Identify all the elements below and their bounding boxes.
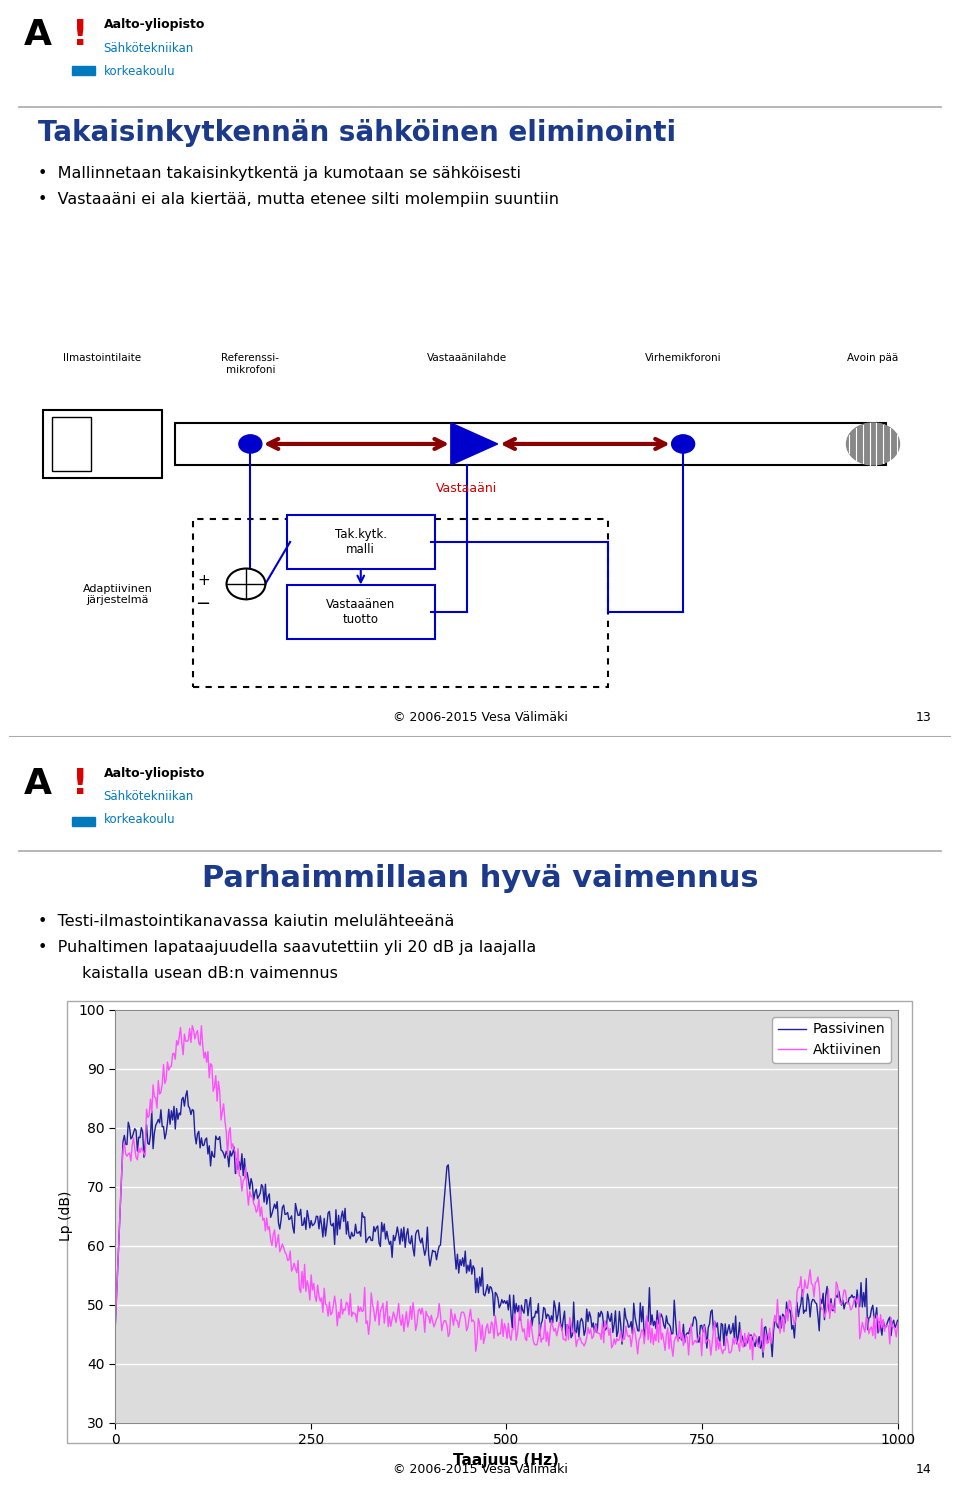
Circle shape <box>239 435 262 453</box>
Passivinen <box>892 1312 903 1330</box>
Aktiivinen <box>747 1351 758 1368</box>
Text: •  Testi-ilmastointikanavassa kaiutin melulähteeänä: • Testi-ilmastointikanavassa kaiutin mel… <box>38 914 455 929</box>
Text: 13: 13 <box>916 710 931 724</box>
Text: Sähkötekniikan: Sähkötekniikan <box>104 42 194 55</box>
Text: •  Vastaaäni ei ala kiertää, mutta etenee silti molempiin suuntiin: • Vastaaäni ei ala kiertää, mutta etenee… <box>38 192 560 207</box>
Bar <box>52 417 91 471</box>
Aktiivinen <box>186 1017 198 1035</box>
Legend: Passivinen, Aktiivinen: Passivinen, Aktiivinen <box>772 1017 891 1063</box>
X-axis label: Taajuus (Hz): Taajuus (Hz) <box>453 1453 560 1468</box>
FancyBboxPatch shape <box>287 515 435 569</box>
Line: Aktiivinen: Aktiivinen <box>115 1026 898 1359</box>
Text: •  Puhaltimen lapataajuudella saavutettiin yli 20 dB ja laajalla: • Puhaltimen lapataajuudella saavutettii… <box>38 940 537 954</box>
Text: A: A <box>24 767 52 801</box>
Text: Vastaaäni: Vastaaäni <box>436 482 497 496</box>
Text: Takaisinkytkennän sähköinen eliminointi: Takaisinkytkennän sähköinen eliminointi <box>38 119 677 147</box>
Aktiivinen <box>700 1334 711 1352</box>
Passivinen <box>634 1322 645 1340</box>
Text: © 2006-2015 Vesa Välimäki: © 2006-2015 Vesa Välimäki <box>393 1462 567 1476</box>
Aktiivinen <box>634 1331 645 1349</box>
FancyBboxPatch shape <box>67 1001 912 1443</box>
Text: •  Mallinnetaan takaisinkytkentä ja kumotaan se sähköisesti: • Mallinnetaan takaisinkytkentä ja kumot… <box>38 165 521 180</box>
Bar <box>72 817 95 825</box>
Text: Sähkötekniikan: Sähkötekniikan <box>104 791 194 803</box>
Aktiivinen <box>109 1319 121 1337</box>
Text: Vastaaänilahde: Vastaaänilahde <box>426 353 507 363</box>
Text: Virhemikforoni: Virhemikforoni <box>645 353 722 363</box>
Text: © 2006-2015 Vesa Välimäki: © 2006-2015 Vesa Välimäki <box>393 710 567 724</box>
Y-axis label: Lp (dB): Lp (dB) <box>59 1191 73 1242</box>
Circle shape <box>672 435 695 453</box>
Text: Aalto-yliopisto: Aalto-yliopisto <box>104 18 205 31</box>
Passivinen <box>572 1312 584 1330</box>
Passivinen <box>181 1083 193 1100</box>
Passivinen <box>465 1251 476 1269</box>
Text: kaistalla usean dB:n vaimennus: kaistalla usean dB:n vaimennus <box>82 966 338 981</box>
Polygon shape <box>451 423 497 465</box>
Passivinen <box>250 1184 261 1202</box>
Bar <box>176 423 886 465</box>
Text: +: + <box>198 573 210 588</box>
FancyBboxPatch shape <box>193 518 608 686</box>
Text: Tak.kytk.
malli: Tak.kytk. malli <box>335 529 387 555</box>
FancyBboxPatch shape <box>287 585 435 639</box>
Bar <box>72 67 95 74</box>
Aktiivinen <box>572 1331 584 1349</box>
Text: Ilmastointilaite: Ilmastointilaite <box>63 353 141 363</box>
Aktiivinen <box>465 1300 476 1318</box>
Aktiivinen <box>312 1276 324 1294</box>
Passivinen <box>109 1319 121 1337</box>
Text: −: − <box>196 594 210 612</box>
Aktiivinen <box>892 1315 903 1333</box>
Passivinen <box>757 1349 769 1367</box>
Line: Passivinen: Passivinen <box>115 1091 898 1358</box>
Text: !: ! <box>72 767 88 801</box>
Text: Adaptiivinen
järjestelmä: Adaptiivinen järjestelmä <box>83 584 153 605</box>
Passivinen <box>312 1208 324 1225</box>
Aktiivinen <box>250 1197 261 1215</box>
Text: 14: 14 <box>916 1462 931 1476</box>
Text: Avoin pää: Avoin pää <box>848 353 899 363</box>
Text: Referenssi-
mikrofoni: Referenssi- mikrofoni <box>222 353 279 375</box>
Text: korkeakoulu: korkeakoulu <box>104 813 176 826</box>
Text: Aalto-yliopisto: Aalto-yliopisto <box>104 767 205 780</box>
Circle shape <box>227 569 265 599</box>
Text: Parhaimmillaan hyvä vaimennus: Parhaimmillaan hyvä vaimennus <box>202 864 758 893</box>
Text: Vastaaänen
tuotto: Vastaaänen tuotto <box>326 599 396 625</box>
Circle shape <box>847 423 900 465</box>
Bar <box>43 411 162 478</box>
Text: !: ! <box>72 18 88 52</box>
Passivinen <box>700 1322 711 1340</box>
Text: korkeakoulu: korkeakoulu <box>104 66 176 77</box>
Text: A: A <box>24 18 52 52</box>
